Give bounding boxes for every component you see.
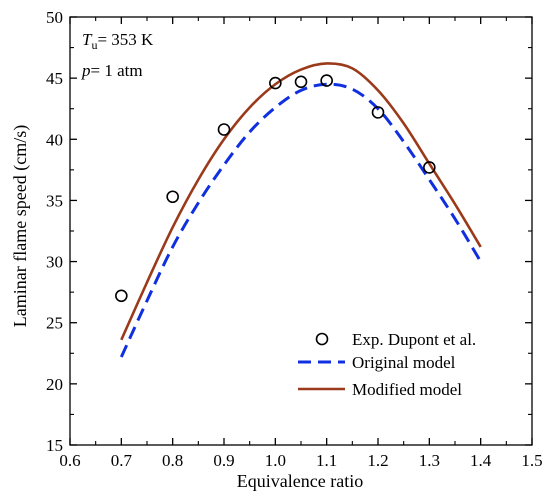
original-model-line [119, 82, 482, 358]
y-axis-title: Laminar flame speed (cm/s) [10, 125, 31, 327]
x-tick-label: 1.2 [367, 451, 388, 470]
x-tick-label: 0.6 [59, 451, 80, 470]
x-tick-label: 0.7 [111, 451, 133, 470]
y-tick-label: 40 [46, 130, 63, 149]
y-tick-label: 15 [46, 436, 63, 455]
plot-layer [115, 62, 482, 358]
axis-layer: 0.6 0.7 0.8 0.9 1.0 1.1 1.2 1.3 1.4 1.5 15 20 25 30 35… [46, 8, 543, 470]
x-tick-label: 1.0 [265, 451, 286, 470]
x-tick-label: 1.5 [521, 451, 542, 470]
legend-marker-experiment [315, 332, 329, 346]
x-tick-label: 1.3 [419, 451, 440, 470]
x-axis-title: Equivalence ratio [237, 471, 363, 491]
experiment-data-point [115, 289, 128, 303]
x-tick-label: 1.4 [470, 451, 492, 470]
experiment-data-point [423, 161, 436, 174]
legend-label-original: Original model [352, 353, 456, 372]
experiment-data-point [166, 190, 179, 204]
modified-model-line [120, 62, 482, 341]
y-tick-label: 45 [46, 69, 63, 88]
legend-label-modified: Modified model [352, 380, 462, 399]
temperature-annotation: Tu= 353 K [82, 30, 154, 52]
experiment-data-point [320, 74, 333, 87]
legend-label-experiment: Exp. Dupont et al. [352, 330, 476, 349]
pressure-annotation: p= 1 atm [81, 61, 143, 80]
x-tick-label: 0.9 [213, 451, 234, 470]
y-tick-label: 35 [46, 191, 63, 210]
legend: Exp. Dupont et al. Original model Modifi… [298, 330, 476, 399]
x-tick-label: 1.1 [316, 451, 337, 470]
y-tick-label: 50 [46, 8, 63, 27]
x-tick-label: 0.8 [162, 451, 183, 470]
y-tick-label: 25 [46, 314, 63, 333]
experiment-data-point [371, 106, 385, 119]
experiment-data-point [269, 76, 282, 90]
experiment-data-point [294, 75, 308, 89]
y-tick-label: 30 [46, 253, 63, 272]
y-tick-label: 20 [46, 375, 63, 394]
experiment-data-point [217, 123, 231, 136]
